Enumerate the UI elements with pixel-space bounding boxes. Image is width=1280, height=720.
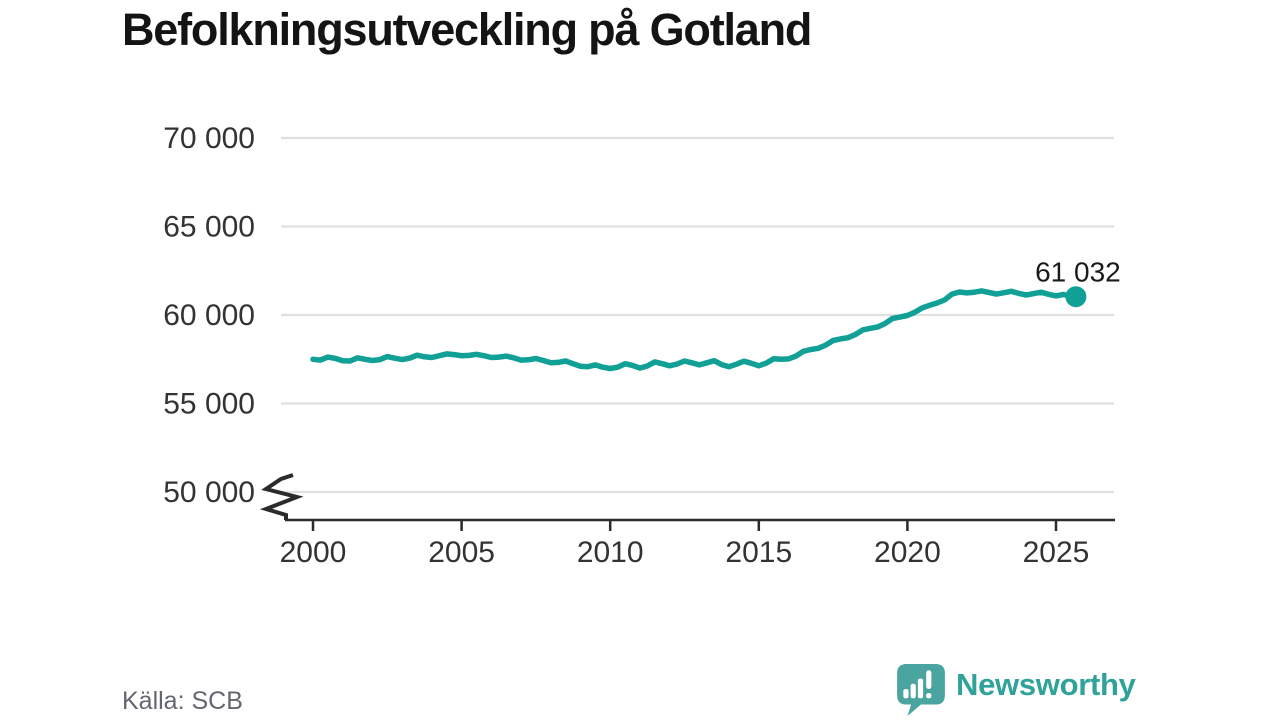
series-layer: 61 032	[310, 257, 1121, 372]
end-value-label: 61 032	[1035, 257, 1121, 288]
y-tick-label: 65 000	[163, 211, 255, 244]
x-tick-label: 2010	[577, 536, 644, 569]
end-point-marker	[1065, 286, 1087, 308]
x-tick-label: 2020	[874, 536, 941, 569]
chart-title: Befolkningsutveckling på Gotland	[122, 4, 812, 55]
axis-break-icon	[259, 473, 304, 520]
y-tick-label: 60 000	[163, 299, 255, 332]
x-tick-label: 2025	[1023, 536, 1090, 569]
x-tick-label: 2000	[280, 536, 347, 569]
y-tick-label: 55 000	[163, 388, 255, 421]
newsworthy-logo: Newsworthy	[896, 663, 1136, 717]
exclamation-bar	[926, 670, 932, 689]
newsworthy-logo-icon	[897, 664, 945, 716]
y-axis-labels: 70 000 65 000 60 000 55 000 50 000	[163, 122, 255, 509]
source-label: Källa: SCB	[122, 687, 243, 715]
population-line	[310, 288, 1079, 372]
y-tick-label: 70 000	[163, 122, 255, 155]
y-tick-label: 50 000	[163, 476, 255, 509]
axis-layer	[259, 473, 1115, 522]
grid-layer	[281, 136, 1114, 494]
exclamation-dot	[926, 693, 932, 699]
x-tick-label: 2005	[428, 536, 495, 569]
newsworthy-wordmark: Newsworthy	[956, 667, 1136, 702]
bar-chart-glyph	[903, 670, 932, 699]
x-tick-label: 2015	[725, 536, 792, 569]
x-axis-labels: 2000 2005 2010 2015 2020 2025	[280, 520, 1090, 569]
